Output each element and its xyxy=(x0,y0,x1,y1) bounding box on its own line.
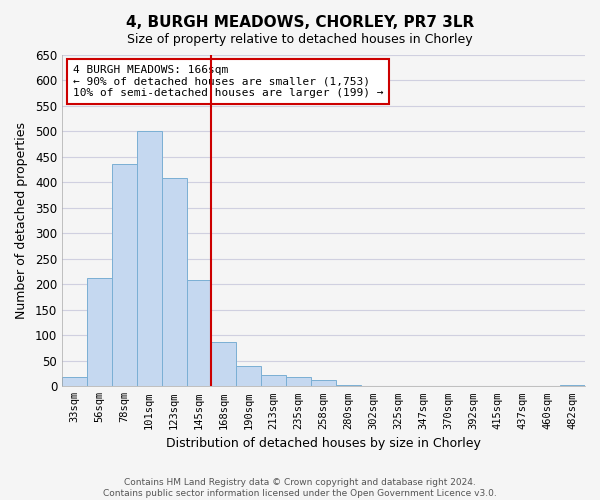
Text: Contains HM Land Registry data © Crown copyright and database right 2024.
Contai: Contains HM Land Registry data © Crown c… xyxy=(103,478,497,498)
Bar xyxy=(87,278,112,386)
Bar xyxy=(311,380,336,386)
Bar xyxy=(336,385,361,386)
Bar xyxy=(112,164,137,386)
Bar xyxy=(261,374,286,386)
Bar xyxy=(286,376,311,386)
Bar xyxy=(560,385,585,386)
Bar xyxy=(236,366,261,386)
Y-axis label: Number of detached properties: Number of detached properties xyxy=(15,122,28,319)
Text: Size of property relative to detached houses in Chorley: Size of property relative to detached ho… xyxy=(127,32,473,46)
Text: 4, BURGH MEADOWS, CHORLEY, PR7 3LR: 4, BURGH MEADOWS, CHORLEY, PR7 3LR xyxy=(126,15,474,30)
Bar xyxy=(187,280,211,386)
Bar xyxy=(62,377,87,386)
Bar xyxy=(161,178,187,386)
Text: 4 BURGH MEADOWS: 166sqm
← 90% of detached houses are smaller (1,753)
10% of semi: 4 BURGH MEADOWS: 166sqm ← 90% of detache… xyxy=(73,65,383,98)
Bar xyxy=(137,132,161,386)
Bar xyxy=(211,342,236,386)
X-axis label: Distribution of detached houses by size in Chorley: Distribution of detached houses by size … xyxy=(166,437,481,450)
